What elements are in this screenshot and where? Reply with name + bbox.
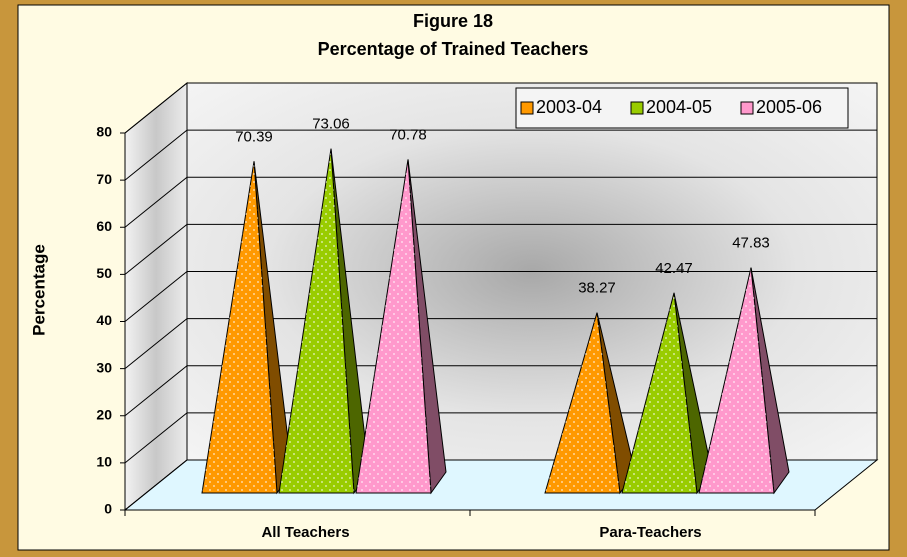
value-label: 70.78: [389, 126, 427, 143]
grid-line: [124, 365, 877, 417]
pyramid-texture: [622, 292, 697, 493]
chart-subtitle: Percentage of Trained Teachers: [318, 39, 589, 59]
pyramid-texture: [699, 267, 774, 493]
value-label: 47.83: [732, 235, 770, 252]
value-label: 70.39: [235, 128, 273, 145]
pyramid-texture: [545, 312, 620, 493]
legend-label: 2005-06: [756, 97, 822, 117]
grid-line: [124, 318, 877, 370]
legend-label: 2003-04: [536, 97, 602, 117]
y-tick-label: 10: [96, 454, 112, 470]
chart-title: Figure 18: [413, 11, 493, 31]
legend-swatch: [630, 101, 644, 115]
grid-line: [124, 223, 877, 275]
y-tick-label: 60: [96, 218, 112, 234]
grid-line: [124, 271, 877, 322]
legend-box: [515, 87, 849, 129]
y-tick-label: 50: [96, 265, 112, 281]
legend-swatch: [520, 101, 534, 115]
pyramid-texture: [279, 148, 354, 493]
y-tick-label: 40: [96, 312, 112, 328]
value-label: 38.27: [578, 280, 616, 297]
grid-line: [124, 176, 877, 228]
y-axis-label: Percentage: [29, 244, 48, 336]
legend: 2003-04 2004-05 2005-06: [515, 87, 849, 129]
value-label: 42.47: [655, 260, 693, 277]
x-tick-label: Para-Teachers: [599, 524, 701, 541]
y-tick-label: 80: [96, 124, 112, 140]
value-label: 73.06: [312, 116, 350, 133]
y-tick-label: 30: [96, 359, 112, 375]
y-tick-label: 0: [104, 501, 112, 517]
x-tick-label: All Teachers: [261, 524, 349, 541]
legend-label: 2004-05: [646, 97, 712, 117]
grid-line: [124, 82, 877, 134]
y-tick-label: 20: [96, 406, 112, 422]
grid-line: [124, 129, 877, 181]
pyramid-texture: [202, 161, 277, 494]
y-tick-label: 70: [96, 171, 112, 187]
pyramid-texture: [356, 159, 431, 493]
legend-swatch: [740, 101, 754, 115]
